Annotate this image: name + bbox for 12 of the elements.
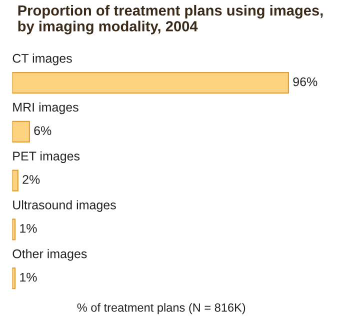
y-tick-label: MRI images bbox=[13, 102, 78, 114]
data-label: 6% bbox=[34, 126, 52, 136]
data-label: 1% bbox=[20, 224, 37, 233]
chart-title: Proportion of treatment plans using images, by imaging modality, 2004 bbox=[18, 4, 323, 34]
data-label: 1% bbox=[20, 272, 37, 282]
y-tick-label: Other images bbox=[12, 249, 87, 261]
data-label: 2% bbox=[22, 175, 40, 184]
y-tick-label: Ultrasound images bbox=[13, 200, 116, 212]
y-tick-label: CT images bbox=[12, 54, 72, 66]
data-label: 96% bbox=[293, 77, 318, 86]
x-axis-title: % of treatment plans (N = 816K) bbox=[77, 303, 246, 314]
y-tick-label: PET images bbox=[13, 151, 80, 163]
